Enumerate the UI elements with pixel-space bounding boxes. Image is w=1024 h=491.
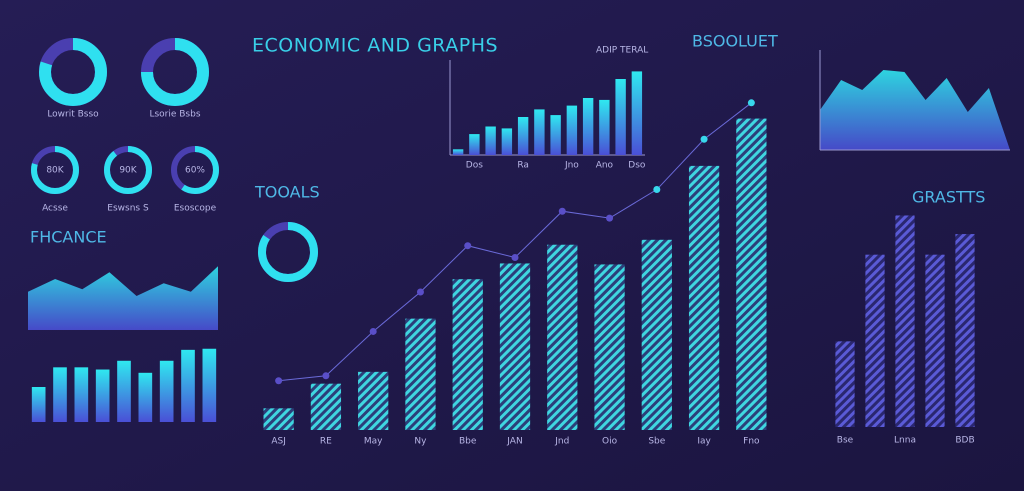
trend-dot: [700, 135, 708, 143]
x-tick-label: Bse: [837, 436, 854, 446]
bar: [566, 105, 578, 155]
area: [28, 266, 218, 330]
area: [820, 70, 1010, 150]
bar: [955, 234, 975, 427]
donut-arc: [141, 38, 209, 106]
tag: BSOOLUET: [692, 32, 778, 51]
bar: [925, 254, 945, 427]
trend-dot: [653, 186, 661, 194]
x-tick-label: BDB: [955, 436, 974, 446]
donut-caption: Esoscope: [174, 204, 217, 214]
donut-caption: Acsse: [42, 204, 68, 214]
chart-title: TOOALS: [254, 183, 320, 202]
x-tick-label: Ra: [517, 161, 529, 171]
bar: [641, 239, 672, 430]
bar: [310, 383, 342, 430]
x-tick-label: Ny: [414, 437, 427, 447]
bar: [485, 126, 496, 155]
x-tick-label: RE: [320, 437, 332, 447]
bar: [688, 165, 720, 430]
page-title: ECONOMIC AND GRAPHS: [252, 35, 498, 57]
donut-caption: Lsorie Bsbs: [149, 110, 200, 120]
bar: [263, 408, 294, 430]
donut-arc: [31, 146, 79, 194]
trend-dot: [322, 372, 330, 380]
x-tick-label: Dos: [466, 161, 483, 171]
trend-dot: [747, 99, 755, 107]
bar: [501, 128, 513, 155]
x-tick-label: Bbe: [459, 437, 477, 447]
bar: [534, 109, 545, 155]
chart-title: GRASTTS: [912, 188, 985, 207]
trend-dot: [275, 377, 283, 385]
x-tick-label: Jno: [564, 161, 579, 171]
bar: [181, 349, 195, 422]
x-tick-label: Jnd: [554, 437, 569, 447]
donut-arc: [104, 146, 152, 194]
trend-dot: [511, 254, 519, 262]
bar: [594, 264, 625, 430]
bar: [631, 71, 643, 155]
x-tick-label: May: [364, 437, 383, 447]
bar: [517, 117, 529, 155]
donut-label: 60%: [185, 166, 205, 176]
chart-title: FHCANCE: [30, 228, 107, 247]
bar: [550, 115, 561, 155]
donut-arc: [39, 38, 107, 106]
bar: [547, 244, 578, 430]
bar: [358, 371, 389, 430]
x-tick-label: Ano: [596, 161, 614, 171]
x-tick-label: JAN: [506, 437, 522, 447]
bar: [895, 215, 915, 427]
bar: [599, 99, 610, 155]
bar: [469, 134, 480, 155]
x-tick-label: ASJ: [271, 437, 286, 447]
trend-dot: [369, 327, 377, 335]
x-tick-label: Oio: [602, 437, 618, 447]
bar: [31, 387, 46, 422]
bar: [736, 118, 767, 430]
bar: [53, 367, 67, 422]
bar: [117, 360, 131, 422]
bar: [615, 79, 626, 155]
x-tick-label: Iay: [697, 437, 711, 447]
donut-arc: [171, 146, 219, 194]
bar: [452, 279, 483, 430]
trend-dot: [416, 288, 424, 296]
bar: [582, 98, 594, 155]
tag-note: ADIP TERAL: [596, 46, 648, 56]
donut-arc: [258, 222, 318, 282]
donut-label: 80K: [46, 166, 64, 176]
trend-dot: [464, 242, 472, 250]
bar: [138, 372, 153, 422]
donut-caption: Lowrit Bsso: [47, 110, 99, 120]
bar: [865, 254, 885, 427]
bar: [452, 149, 464, 155]
bar: [159, 360, 174, 422]
x-tick-label: Dso: [628, 161, 646, 171]
bar: [95, 369, 110, 422]
trend-dot: [558, 207, 566, 215]
donut-label: 90K: [119, 166, 137, 176]
bar: [74, 367, 89, 422]
bar: [405, 318, 436, 430]
bar: [499, 263, 531, 430]
x-tick-label: Fno: [743, 437, 760, 447]
bar: [835, 341, 855, 427]
bar: [202, 348, 217, 422]
trend-dot: [606, 214, 614, 222]
donut-caption: Eswsns S: [107, 204, 149, 214]
x-tick-label: Lnna: [894, 436, 916, 446]
x-tick-label: Sbe: [648, 437, 665, 447]
